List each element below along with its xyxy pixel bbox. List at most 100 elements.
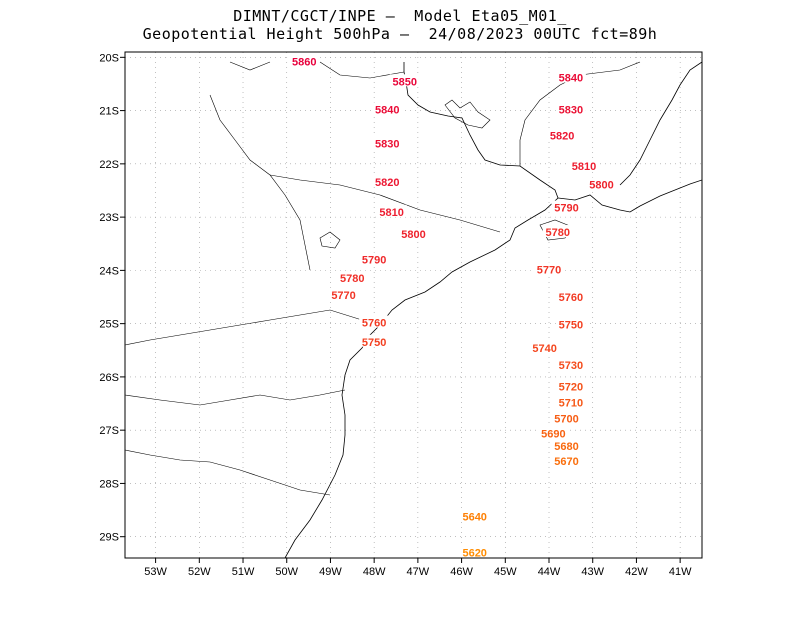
contour-label-bg [372,102,403,115]
contour-label-bg [376,204,407,217]
map-title-line-1: DIMNT/CGCT/INPE — Model Eta05_M01_ [233,7,567,25]
state-border-2 [125,449,331,496]
contour-label-5800: 5800 [401,229,425,241]
lon-tick-label: 45W [494,566,517,578]
axis-ticks: 53W 52W 51W 50W 49W 48W 47W 46W 45W 44W 43W 42W 41W 2… [99,52,692,578]
contour-label-bg [547,128,578,141]
lat-tick-label: 25S [99,319,119,331]
contour-label-bg [337,270,368,283]
contour-label-5860: 5860 [292,57,316,69]
contour-label-bg [551,454,582,467]
lat-tick-label: 26S [99,372,119,384]
contour-label-5750: 5750 [362,337,386,349]
contour-label-5790: 5790 [362,255,386,267]
contour-label-bg [372,136,403,149]
contour-label-5770: 5770 [331,290,355,302]
contour-label-5800: 5800 [589,180,613,192]
contour-label-bg [555,395,586,408]
contour-label-bg [555,358,586,371]
contour-label-5740: 5740 [532,343,556,355]
rio-coast [557,179,702,213]
contour-label-5810: 5810 [572,161,596,173]
state-border-5 [519,61,641,166]
lon-tick-label: 44W [538,566,561,578]
contour-label-5820: 5820 [375,177,399,189]
lat-tick-label: 24S [99,265,119,277]
contour-label-bg [372,174,403,187]
lon-tick-label: 50W [275,566,298,578]
contour-label-bg [538,426,569,439]
brazil-coastline [284,62,559,558]
contour-label-5770: 5770 [537,264,561,276]
contour-label-5760: 5760 [559,292,583,304]
es-coast [619,61,702,186]
lon-tick-label: 41W [669,566,692,578]
contour-label-bg [529,341,560,354]
contour-label-bg [359,315,390,328]
contour-label-5820: 5820 [550,131,574,143]
contour-label-bg [289,54,320,67]
contour-label-bg [555,379,586,392]
lon-tick-label: 53W [144,566,167,578]
contour-label-5670: 5670 [554,456,578,468]
contour-label-5790: 5790 [554,203,578,215]
contour-labels: 5860 5850 5840 5840 5830 5830 5820 5820 5810 5810… [289,54,617,560]
contour-label-bg [389,74,420,87]
lat-tick-label: 27S [99,425,119,437]
contour-label-bg [586,177,617,190]
lon-tick-label: 43W [581,566,604,578]
lon-tick-label: 46W [450,566,473,578]
state-border-6 [269,174,501,233]
contour-label-bg [359,252,390,265]
contour-label-5850: 5850 [393,76,417,88]
state-border-1 [125,389,346,406]
contour-label-bg [459,545,490,558]
contour-label-bg [555,70,586,83]
coastline-and-borders [125,61,702,558]
contour-label-5810: 5810 [379,207,403,219]
contour-label-5700: 5700 [554,413,578,425]
contour-label-5780: 5780 [340,273,364,285]
lake-outline [319,231,341,249]
contour-label-5780: 5780 [546,227,570,239]
contour-label-bg [398,227,429,240]
lat-tick-label: 29S [99,532,119,544]
lat-tick-label: 23S [99,212,119,224]
contour-label-5620: 5620 [462,548,486,560]
contour-label-5730: 5730 [559,360,583,372]
contour-label-5830: 5830 [559,105,583,117]
contour-label-5830: 5830 [375,139,399,151]
contour-label-5710: 5710 [559,397,583,409]
contour-label-bg [542,225,573,238]
contour-label-5840: 5840 [559,73,583,85]
lat-tick-label: 28S [99,478,119,490]
contour-label-bg [555,290,586,303]
contour-label-5640: 5640 [462,511,486,523]
lon-tick-label: 48W [363,566,386,578]
contour-label-bg [359,334,390,347]
reservoir-outline [444,99,491,129]
lon-tick-label: 51W [232,566,255,578]
map-frame [124,51,703,559]
contour-label-5750: 5750 [559,320,583,332]
contour-label-bg [555,317,586,330]
contour-label-5720: 5720 [559,381,583,393]
contour-label-bg [568,158,599,171]
state-border-4 [229,61,405,79]
contour-label-5680: 5680 [554,441,578,453]
lon-tick-label: 52W [188,566,211,578]
lat-tick-label: 22S [99,159,119,171]
contour-label-bg [551,200,582,213]
contour-label-5760: 5760 [362,318,386,330]
map-title-line-2: Geopotential Height 500hPa — 24/08/2023 … [142,25,658,43]
contour-label-5840: 5840 [375,105,399,117]
contour-label-bg [555,102,586,115]
contour-label-bg [534,262,565,275]
contour-label-bg [551,411,582,424]
contour-label-bg [328,287,359,300]
state-border-3 [209,94,311,271]
state-border-7 [125,309,363,346]
lat-tick-label: 21S [99,106,119,118]
contour-label-bg [459,509,490,522]
